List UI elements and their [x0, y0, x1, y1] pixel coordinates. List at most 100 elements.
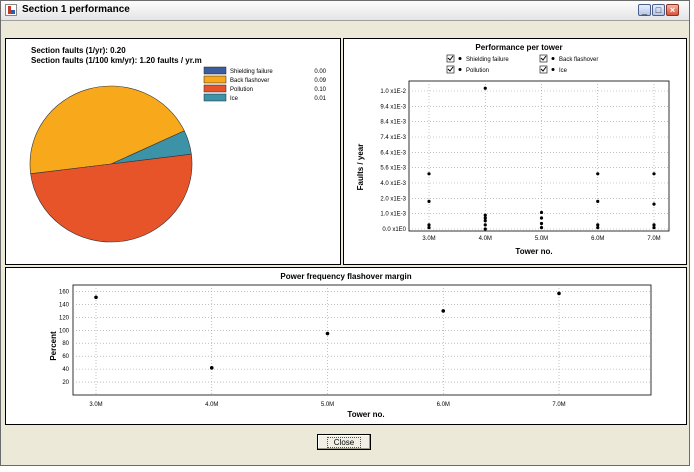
legend-swatch [203, 93, 227, 102]
x-tick-label: 6.0M [591, 236, 604, 242]
data-point [483, 219, 487, 223]
chart-title: Power frequency flashover margin [280, 272, 411, 281]
check-icon [447, 66, 454, 72]
y-tick-label: 1.0 x1E-3 [380, 212, 406, 218]
legend-label: Pollution [230, 87, 253, 93]
y-tick-label: 80 [62, 341, 69, 347]
pie-slice-pollution [30, 153, 193, 243]
legend-checkbox [539, 54, 548, 63]
data-point [483, 216, 487, 220]
data-point [483, 213, 487, 217]
y-tick-label: 5.6 x1E-3 [380, 166, 406, 172]
x-tick-label: 4.0M [205, 402, 218, 408]
data-point [539, 216, 544, 220]
legend-swatch [203, 84, 227, 93]
legend-label: Back flashover [559, 57, 598, 63]
x-tick-label: 5.0M [535, 236, 548, 242]
legend-label: Ice [230, 96, 239, 102]
legend-swatch [203, 66, 227, 75]
check-icon [540, 66, 547, 72]
legend-label: Pollution [466, 68, 489, 74]
data-point [652, 172, 656, 176]
y-tick-label: 140 [59, 302, 70, 308]
data-point [539, 226, 544, 230]
pie-chart-panel: Section faults (1/yr): 0.20 Section faul… [5, 38, 341, 265]
x-tick-label: 5.0M [321, 402, 334, 408]
data-point [539, 221, 544, 226]
data-point [557, 291, 561, 296]
data-point [596, 172, 600, 176]
legend-value: 0.10 [314, 87, 326, 93]
y-tick-label: 20 [62, 380, 69, 386]
window-title: Section 1 performance [22, 4, 130, 15]
flashover-margin-panel: Power frequency flashover margin 20 40 60 8… [5, 267, 687, 425]
y-tick-label: 160 [59, 289, 70, 295]
y-tick-label: 2.0 x1E-3 [380, 196, 406, 202]
minimize-icon[interactable]: _ [638, 4, 651, 16]
legend-swatch [203, 75, 227, 84]
legend-checkbox [539, 65, 548, 74]
flashover-margin-chart: Power frequency flashover margin 20 40 60 8… [49, 272, 652, 419]
legend-marker [458, 57, 462, 60]
data-point [427, 226, 431, 230]
legend-marker [551, 57, 555, 60]
close-button[interactable]: Close [317, 434, 371, 450]
data-point [94, 295, 98, 300]
y-tick-label: 4.0 x1E-3 [380, 181, 406, 187]
data-point [427, 223, 431, 227]
legend-value: 0.00 [314, 69, 326, 75]
section-faults-text: Section faults (1/yr): 0.20 [31, 46, 126, 55]
legend-value: 0.09 [314, 78, 326, 84]
data-point [483, 227, 487, 231]
data-point [441, 309, 446, 313]
x-tick-label: 7.0M [552, 402, 565, 408]
y-tick-label: 6.4 x1E-3 [380, 150, 406, 156]
legend-value: 0.01 [314, 96, 326, 102]
data-point [427, 199, 431, 203]
data-point [483, 86, 487, 90]
title-bar[interactable]: Section 1 performance _ □ × [1, 1, 689, 21]
x-tick-label: 4.0M [479, 236, 492, 242]
x-tick-label: 3.0M [89, 402, 102, 408]
y-axis-label: Percent [49, 331, 58, 361]
check-icon [447, 55, 454, 61]
x-tick-label: 3.0M [422, 236, 435, 242]
data-point [539, 210, 544, 215]
legend-marker [458, 68, 462, 71]
y-tick-label: 0.0 x1E0 [382, 227, 406, 233]
pie-slice-back-flashover [29, 85, 185, 175]
close-button-label: Close [326, 436, 362, 448]
y-tick-label: 9.4 x1E-3 [380, 104, 406, 110]
close-window-icon[interactable]: × [666, 4, 679, 16]
data-point [652, 226, 656, 230]
x-tick-label: 6.0M [437, 402, 450, 408]
y-tick-label: 100 [59, 328, 70, 334]
maximize-icon[interactable]: □ [652, 4, 665, 16]
y-tick-label: 40 [62, 367, 69, 373]
legend-label: Shielding failure [230, 69, 273, 75]
pie-chart: Section faults (1/yr): 0.20 Section faul… [29, 46, 327, 243]
chart-title: Performance per tower [475, 43, 562, 52]
data-point [209, 366, 214, 370]
data-point [652, 202, 656, 206]
check-icon [540, 55, 547, 61]
data-point [325, 331, 330, 336]
legend-marker [551, 68, 555, 71]
y-tick-label: 8.4 x1E-3 [380, 120, 406, 126]
legend-label: Shielding failure [466, 57, 509, 63]
section-faults-per-km-text: Section faults (1/100 km/yr): 1.20 fault… [31, 56, 202, 65]
x-axis-label: Tower no. [515, 247, 552, 256]
app-icon [5, 4, 17, 16]
y-tick-label: 1.0 x1E-2 [380, 89, 406, 95]
y-tick-label: 60 [62, 354, 69, 360]
x-tick-label: 7.0M [647, 236, 660, 242]
data-point [596, 223, 600, 227]
plot-area [408, 80, 670, 232]
tower-performance-chart: Performance per tower Shielding failure B… [356, 43, 670, 256]
data-point [596, 199, 600, 203]
data-point [596, 226, 600, 230]
y-tick-label: 120 [59, 315, 70, 321]
y-axis-label: Faults / year [356, 144, 365, 191]
x-axis-label: Tower no. [347, 410, 384, 419]
data-point [652, 223, 656, 227]
